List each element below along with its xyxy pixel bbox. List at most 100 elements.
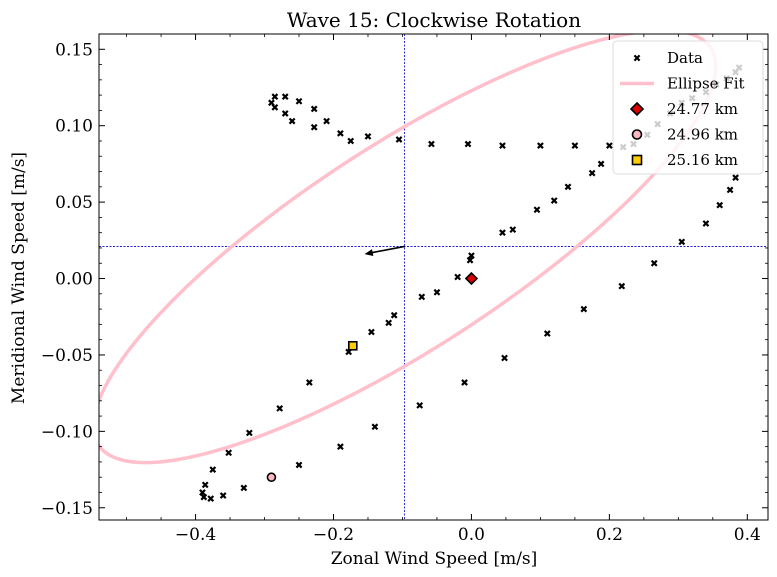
data-point: [416, 401, 424, 409]
x-tick-label: −0.4: [175, 525, 216, 545]
data-point: [461, 379, 468, 386]
data-point: [337, 443, 344, 451]
data-point-stroke-b: [364, 133, 372, 140]
data-point-stroke-b: [416, 401, 424, 409]
data-point-stroke-b: [281, 110, 289, 117]
data-point-stroke-b: [240, 484, 248, 492]
data-point-stroke-b: [281, 93, 289, 101]
data-point-stroke-b: [305, 379, 313, 386]
legend-label: Data: [667, 49, 703, 67]
data-point: [288, 117, 296, 125]
legend: Data Ellipse Fit 24.77 km 24.96 km 25.16 km: [612, 40, 764, 175]
data-point-stroke-b: [271, 93, 279, 101]
series-3: [348, 340, 358, 351]
data-point-stroke-b: [428, 140, 435, 148]
data-point: [295, 97, 303, 105]
data-point-stroke-b: [225, 449, 233, 457]
data-point: [207, 495, 215, 502]
data-point: [310, 105, 318, 113]
data-point: [281, 110, 289, 117]
data-point-stroke-b: [433, 288, 441, 296]
y-tick-label: −0.15: [41, 499, 93, 519]
data-point-stroke-b: [716, 201, 724, 209]
data-point: [364, 133, 372, 140]
data-point-stroke-b: [605, 142, 613, 149]
x-axis-label: Zonal Wind Speed [m/s]: [331, 549, 538, 569]
data-point-stroke-b: [461, 379, 468, 386]
legend-swatch-2: [629, 101, 645, 117]
y-tick-label: 0.15: [55, 40, 93, 60]
data-point-stroke-b: [418, 293, 426, 301]
data-point: [537, 142, 544, 149]
data-point-stroke-b: [580, 305, 588, 313]
data-point: [499, 142, 506, 149]
data-point: [281, 93, 289, 101]
marker-point-2: [266, 472, 277, 483]
data-point-stroke-b: [732, 174, 739, 182]
arrow-head: [364, 249, 374, 256]
data-point: [533, 206, 541, 214]
y-tick-label: 0.10: [55, 117, 93, 137]
legend-label: 24.96 km: [667, 126, 738, 144]
data-point: [433, 288, 441, 296]
data-point: [295, 461, 303, 469]
x-tick-label: −0.2: [313, 525, 354, 545]
y-tick-label: 0.00: [55, 270, 93, 290]
data-point-stroke-b: [385, 319, 393, 327]
x-tick-label: 0.4: [734, 525, 761, 545]
data-point: [618, 282, 626, 290]
legend-label: 24.77 km: [667, 100, 738, 118]
data-point: [240, 484, 248, 492]
data-point: [310, 123, 318, 131]
data-point: [732, 174, 739, 182]
data-point: [418, 293, 426, 301]
data-point-stroke-b: [543, 330, 551, 337]
data-point-stroke-b: [337, 129, 344, 137]
data-point: [543, 330, 551, 337]
data-point-stroke-b: [533, 206, 541, 214]
data-point: [466, 256, 474, 264]
data-point: [219, 492, 227, 499]
data-point: [323, 117, 330, 125]
x-tick-label: 0.2: [596, 525, 623, 545]
data-point: [209, 466, 217, 473]
data-point: [199, 489, 206, 496]
series-1: [464, 271, 479, 286]
data-point-stroke-b: [395, 136, 403, 143]
data-point-stroke-b: [618, 282, 626, 290]
data-point: [305, 379, 313, 386]
data-point-stroke-b: [310, 123, 318, 131]
arrow-shaft: [370, 245, 405, 254]
legend-label: Ellipse Fit: [667, 75, 745, 93]
data-point: [268, 99, 275, 107]
axis-ticks: −0.4 −0.2 0.0 0.2 0.4 −0.15 −0.10 −0.05 0.00 0.05…: [41, 34, 768, 545]
data-point-stroke-b: [464, 140, 472, 148]
data-point-stroke-b: [209, 466, 217, 473]
data-point: [271, 93, 279, 101]
data-point-stroke-b: [454, 273, 462, 281]
data-point: [276, 405, 284, 412]
data-point: [201, 481, 209, 489]
data-point: [499, 229, 506, 237]
legend-swatch-4: [631, 154, 643, 166]
legend-box: [612, 40, 764, 175]
data-point-stroke-b: [501, 354, 508, 362]
data-point: [597, 160, 605, 168]
data-point: [580, 305, 588, 313]
data-point-stroke-b: [271, 103, 279, 111]
data-point-stroke-b: [288, 117, 296, 125]
legend-swatch-0-stroke-b: [633, 54, 641, 62]
data-point-stroke-b: [499, 229, 506, 237]
data-point: [509, 226, 517, 234]
series-2: [266, 472, 277, 483]
marker-point-1: [464, 271, 479, 286]
data-point-stroke-b: [650, 259, 658, 267]
data-point-stroke-b: [390, 311, 398, 319]
data-point-stroke-b: [368, 328, 375, 336]
data-point-stroke-b: [295, 461, 303, 469]
data-point: [726, 186, 734, 194]
data-point: [347, 137, 355, 145]
data-point: [550, 197, 558, 204]
data-point-stroke-b: [499, 142, 506, 149]
